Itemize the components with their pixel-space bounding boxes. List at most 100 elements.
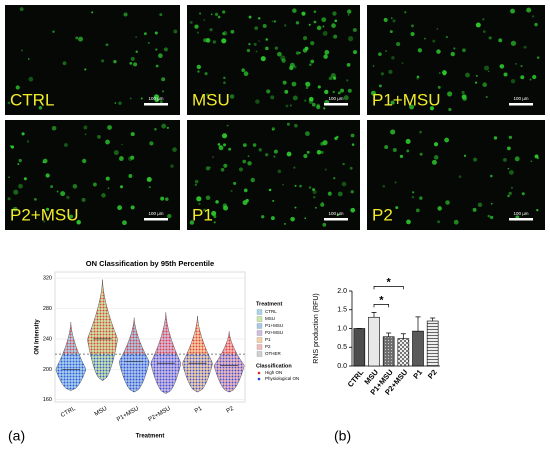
cell (530, 160, 533, 162)
cell (484, 65, 490, 71)
cell (475, 81, 478, 84)
cell (273, 149, 278, 154)
legend-label: P1+MSU (265, 323, 283, 328)
cell (436, 49, 441, 54)
cell (205, 195, 211, 201)
cell (350, 133, 355, 138)
cell (140, 97, 143, 100)
cell (311, 102, 316, 107)
legend-title: Classification (256, 363, 292, 369)
cell (333, 34, 338, 39)
cell (320, 150, 324, 154)
cell (333, 177, 336, 180)
cell (336, 213, 340, 217)
cell (84, 68, 87, 71)
violin-low-points (182, 354, 213, 393)
cell (173, 29, 178, 34)
cell (220, 167, 225, 172)
cell (331, 23, 336, 28)
cell (337, 91, 341, 95)
cell (194, 24, 199, 29)
cell (453, 219, 459, 225)
cell (33, 198, 37, 201)
cell (272, 199, 275, 202)
legend-label: High ON (265, 370, 282, 375)
cell (81, 197, 86, 202)
cell (394, 181, 397, 184)
violin-low-points (214, 354, 245, 393)
cell (294, 123, 298, 128)
cell (107, 187, 110, 190)
cell (51, 125, 57, 131)
image-label: MSU (192, 90, 230, 109)
cell (238, 167, 244, 172)
y-axis-label: ON Intensity (35, 319, 41, 355)
cell (472, 207, 477, 212)
cell (508, 191, 512, 195)
cell (130, 205, 135, 210)
cell (351, 143, 355, 146)
cell (84, 133, 87, 136)
cell (433, 142, 439, 147)
y-tick-label: 1.5 (337, 307, 347, 314)
scale-bar (509, 103, 533, 106)
cell (475, 22, 481, 28)
cell (223, 143, 227, 147)
y-tick-label: 0.5 (337, 344, 347, 351)
cell (205, 38, 211, 43)
cell (199, 12, 202, 15)
cell (26, 140, 30, 143)
cell (19, 7, 24, 12)
cell (316, 25, 322, 31)
cell (308, 99, 314, 104)
cell (490, 202, 493, 205)
cell (390, 17, 393, 20)
cell (349, 166, 353, 170)
cell (265, 153, 269, 157)
cell (384, 18, 386, 21)
cell (130, 132, 135, 137)
cell (382, 184, 386, 188)
cell (324, 89, 329, 95)
cell (392, 148, 397, 152)
scale-bar-label: 100 µm (328, 211, 343, 216)
micrograph (367, 5, 545, 115)
cell (18, 183, 23, 189)
cell (299, 184, 302, 188)
cell (286, 122, 290, 126)
cell (228, 147, 232, 151)
cell (13, 189, 19, 195)
error-bar (400, 333, 406, 339)
cell (350, 207, 356, 213)
cell (322, 30, 328, 36)
cell (46, 207, 50, 211)
cell (396, 42, 401, 47)
cell (350, 190, 354, 194)
cell (21, 132, 25, 136)
legend-label: Physiological ON (265, 376, 299, 381)
legend-swatch (256, 344, 263, 350)
cell (15, 85, 20, 90)
bar (368, 316, 380, 367)
cell (76, 219, 81, 225)
cell (210, 13, 213, 16)
cell (284, 89, 289, 94)
cell (485, 95, 488, 99)
cell (332, 90, 335, 94)
cell (294, 206, 297, 209)
cell (66, 195, 70, 200)
cell (453, 47, 456, 50)
cell (117, 205, 123, 211)
bar (426, 320, 439, 367)
cell (101, 59, 105, 63)
cell (45, 173, 50, 178)
bar (412, 330, 424, 367)
cell (258, 40, 261, 42)
cell (463, 154, 467, 157)
cell (510, 40, 517, 46)
cell (332, 11, 337, 16)
cell (155, 48, 158, 51)
cell (321, 201, 324, 204)
cell (274, 46, 279, 50)
cell (247, 155, 250, 158)
